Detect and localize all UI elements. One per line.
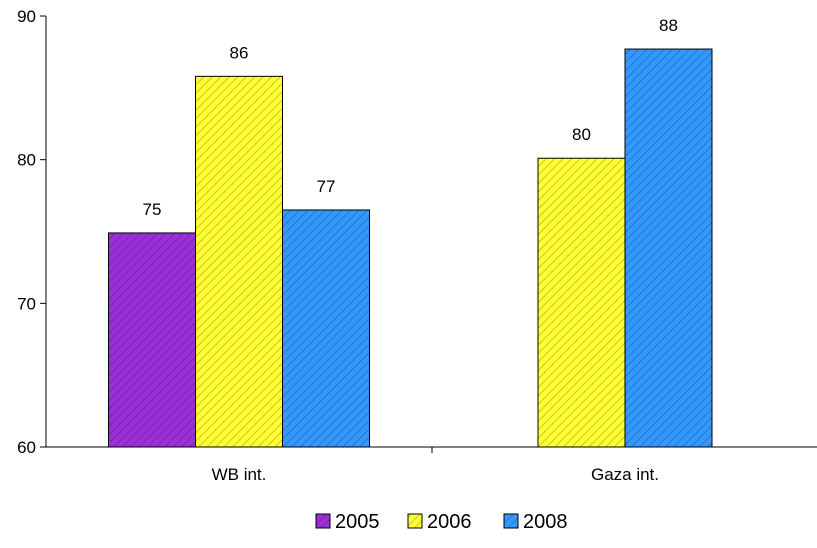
legend: 2005 2006 2008: [315, 511, 568, 533]
x-tick-label: WB int.: [212, 465, 267, 484]
bar-2008-1: [624, 48, 713, 448]
data-label: 77: [317, 177, 336, 196]
y-tick-label: 60: [17, 438, 36, 457]
data-label: 75: [143, 200, 162, 219]
legend-label: 2005: [335, 511, 380, 533]
data-label: 80: [572, 125, 591, 144]
data-label: 86: [230, 43, 249, 62]
bar-2006-1: [537, 157, 626, 448]
bar-2005-0: [108, 232, 196, 448]
data-label: 88: [659, 16, 678, 35]
legend-item-2005: 2005: [315, 511, 380, 533]
bars: [108, 48, 713, 448]
x-tick-label: Gaza int.: [591, 465, 659, 484]
legend-swatch: [315, 513, 331, 529]
bar-2008-0: [282, 209, 370, 448]
legend-item-2006: 2006: [407, 511, 472, 533]
legend-label: 2008: [523, 511, 568, 533]
value-labels: 75 86 77 80 88: [143, 16, 678, 219]
legend-item-2008: 2008: [503, 511, 568, 533]
legend-label: 2006: [427, 511, 472, 533]
bar-2006-0: [195, 75, 283, 448]
y-tick-label: 80: [17, 151, 36, 170]
legend-swatch: [407, 513, 423, 529]
legend-swatch: [503, 513, 519, 529]
y-tick-label: 70: [17, 294, 36, 313]
y-tick-label: 90: [17, 7, 36, 26]
